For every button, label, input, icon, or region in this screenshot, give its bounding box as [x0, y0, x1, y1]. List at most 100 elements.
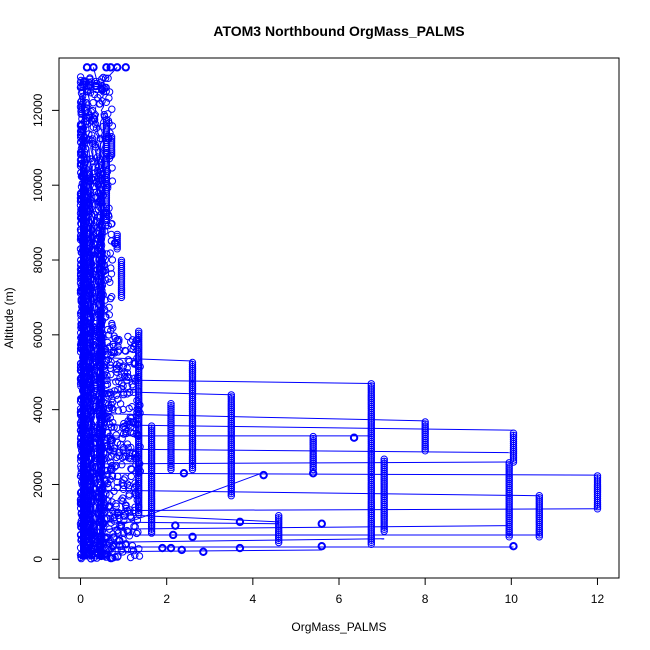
data-point: [275, 512, 283, 520]
data-point: [105, 88, 114, 96]
data-point: [188, 358, 197, 367]
data-point: [96, 441, 104, 449]
data-point: [99, 484, 107, 493]
data-point: [99, 398, 107, 406]
data-point: [93, 265, 102, 274]
data-point: [86, 320, 94, 328]
data-point: [86, 266, 94, 275]
data-point: [125, 532, 134, 540]
data-point: [101, 296, 109, 304]
data-point: [367, 382, 375, 390]
data-point: [105, 454, 113, 462]
data-point: [127, 443, 135, 452]
connecting-line: [93, 461, 510, 465]
data-point: [76, 439, 85, 448]
data-point: [79, 381, 87, 390]
data-point: [108, 404, 116, 412]
data-point: [78, 249, 86, 257]
y-tick-label: 10000: [31, 168, 45, 202]
data-point: [135, 329, 143, 337]
data-point: [130, 360, 138, 368]
data-point: [82, 190, 90, 198]
y-tick-label: 8000: [31, 246, 45, 273]
data-point: [85, 254, 94, 262]
data-point: [102, 118, 111, 126]
data-point: [113, 230, 121, 239]
data-point: [99, 470, 107, 478]
data-point: [309, 434, 317, 443]
data-point: [107, 264, 115, 272]
data-point: [92, 217, 101, 225]
data-point: [79, 330, 87, 338]
data-point: [112, 461, 121, 470]
data-point: [78, 136, 87, 144]
data-point: [509, 431, 518, 439]
data-point: [111, 553, 119, 561]
data-point: [227, 393, 236, 401]
data-point: [77, 320, 85, 328]
data-point: [100, 419, 109, 427]
data-point: [79, 280, 88, 289]
data-point: [135, 545, 143, 553]
data-point: [95, 189, 103, 197]
data-point: [101, 477, 110, 485]
data-point: [98, 519, 107, 527]
data-point: [80, 225, 88, 234]
data-point: [126, 553, 135, 562]
data-point: [99, 331, 107, 339]
data-point: [101, 345, 110, 353]
data-point: [77, 271, 85, 279]
data-point: [97, 413, 105, 422]
data-point: [85, 130, 93, 138]
data-point: [104, 325, 112, 334]
data-point: [107, 436, 116, 444]
data-point: [103, 371, 111, 380]
data-point: [80, 434, 89, 442]
data-point: [116, 374, 124, 382]
data-point: [89, 114, 98, 122]
data-point: [135, 327, 143, 335]
data-point: [78, 143, 86, 151]
data-point: [113, 478, 121, 486]
data-point: [127, 465, 135, 473]
data-point: [95, 155, 104, 163]
data-point: [158, 543, 167, 553]
data-point: [88, 135, 97, 143]
y-tick-label: 4000: [31, 396, 45, 423]
data-point: [85, 200, 93, 208]
data-point: [77, 367, 85, 375]
data-point: [104, 497, 112, 505]
x-tick-label: 0: [77, 592, 84, 606]
data-point: [77, 442, 85, 451]
data-point: [509, 433, 518, 441]
data-point: [317, 542, 326, 551]
data-point: [101, 74, 110, 82]
data-point: [76, 411, 85, 419]
data-point: [80, 372, 88, 380]
data-point: [78, 396, 86, 404]
data-point: [76, 131, 85, 139]
data-point: [109, 405, 117, 413]
data-point: [308, 469, 318, 478]
y-tick-label: 0: [31, 556, 45, 563]
data-point: [101, 313, 110, 321]
data-point: [108, 321, 116, 330]
data-point: [85, 236, 94, 244]
data-point: [95, 494, 103, 502]
data-point: [97, 261, 106, 269]
data-point: [83, 330, 91, 338]
data-point: [89, 275, 97, 283]
data-point: [104, 134, 113, 143]
data-point: [93, 224, 101, 232]
data-point: [106, 343, 114, 351]
data-point: [86, 135, 94, 144]
data-point: [99, 363, 108, 371]
data-point: [107, 537, 115, 545]
data-point: [76, 408, 85, 416]
data-point: [79, 259, 88, 267]
data-point: [102, 120, 111, 128]
data-point: [124, 356, 133, 364]
data-point: [122, 501, 130, 509]
connecting-line: [93, 424, 514, 431]
data-point: [92, 317, 100, 325]
